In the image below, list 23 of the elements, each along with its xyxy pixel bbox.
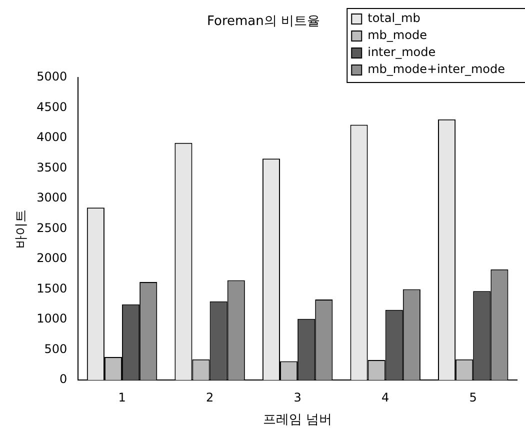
y-tick-label: 1000: [36, 312, 68, 326]
y-tick-label: 4500: [36, 100, 68, 114]
y-tick-label: 2000: [36, 251, 68, 266]
x-tick-label: 2: [206, 390, 214, 404]
x-axis-title: 프레임 넘버: [263, 412, 332, 428]
legend-label: mb_mode: [368, 28, 427, 42]
y-tick-label: 3500: [36, 160, 68, 174]
legend-label: mb_mode+inter_mode: [368, 62, 506, 76]
legend-label: total_mb: [368, 11, 420, 26]
y-tick-label: 0: [60, 372, 68, 386]
x-tick-label: 4: [382, 390, 390, 404]
y-tick-label: 1500: [36, 281, 68, 296]
x-tick-label: 3: [294, 390, 302, 404]
x-tick-label: 5: [469, 390, 477, 404]
x-tick-label: 1: [118, 390, 126, 404]
chart-title: Foreman의 비트율: [206, 14, 320, 30]
y-tick-label: 5000: [36, 70, 68, 84]
y-tick-label: 3000: [36, 190, 68, 205]
y-tick-label: 500: [44, 342, 68, 356]
y-tick-label: 2500: [36, 220, 68, 235]
legend-label: inter_mode: [368, 45, 436, 60]
y-axis-title: 바이트: [14, 209, 30, 248]
y-tick-label: 4000: [36, 130, 68, 144]
